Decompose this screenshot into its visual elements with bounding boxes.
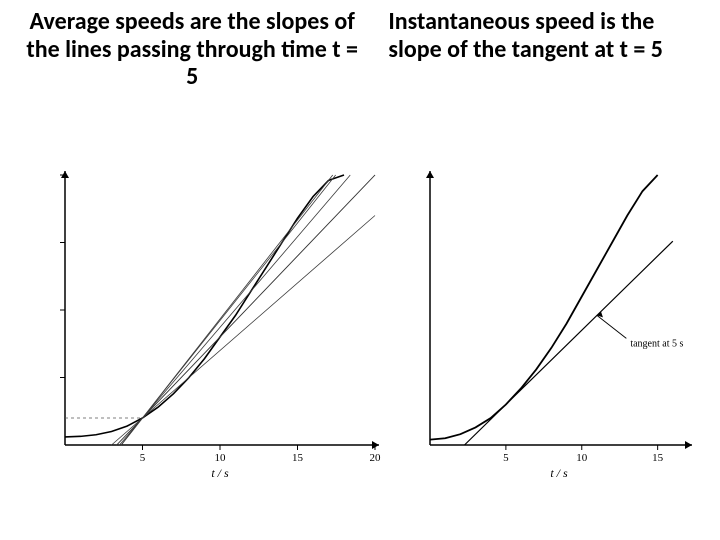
svg-text:10: 10: [576, 452, 588, 464]
svg-text:tangent at 5 s: tangent at 5 s: [630, 338, 683, 349]
svg-text:t / s: t / s: [211, 466, 229, 480]
svg-text:20: 20: [370, 452, 382, 464]
svg-text:10: 10: [215, 452, 227, 464]
title-left: Average speeds are the slopes of the lin…: [0, 8, 384, 91]
svg-text:15: 15: [652, 452, 664, 464]
title-right: Instantaneous speed is the slope of the …: [384, 8, 720, 91]
svg-text:5: 5: [140, 452, 146, 464]
tangent-chart: 5 10 15 t / s tangent at 5 s: [400, 165, 700, 485]
title-row: Average speeds are the slopes of the lin…: [0, 0, 720, 91]
slide: Average speeds are the slopes of the lin…: [0, 0, 720, 540]
secants-chart-svg: 5 10 15 20 t / s: [20, 165, 390, 485]
svg-text:15: 15: [292, 452, 304, 464]
tangent-chart-svg: 5 10 15 t / s tangent at 5 s: [400, 165, 700, 485]
svg-text:5: 5: [503, 452, 509, 464]
charts-row: 5 10 15 20 t / s 5 10 15 t / s tangent at 5 s: [0, 165, 720, 505]
secants-chart: 5 10 15 20 t / s: [20, 165, 390, 485]
svg-text:t / s: t / s: [550, 466, 568, 480]
